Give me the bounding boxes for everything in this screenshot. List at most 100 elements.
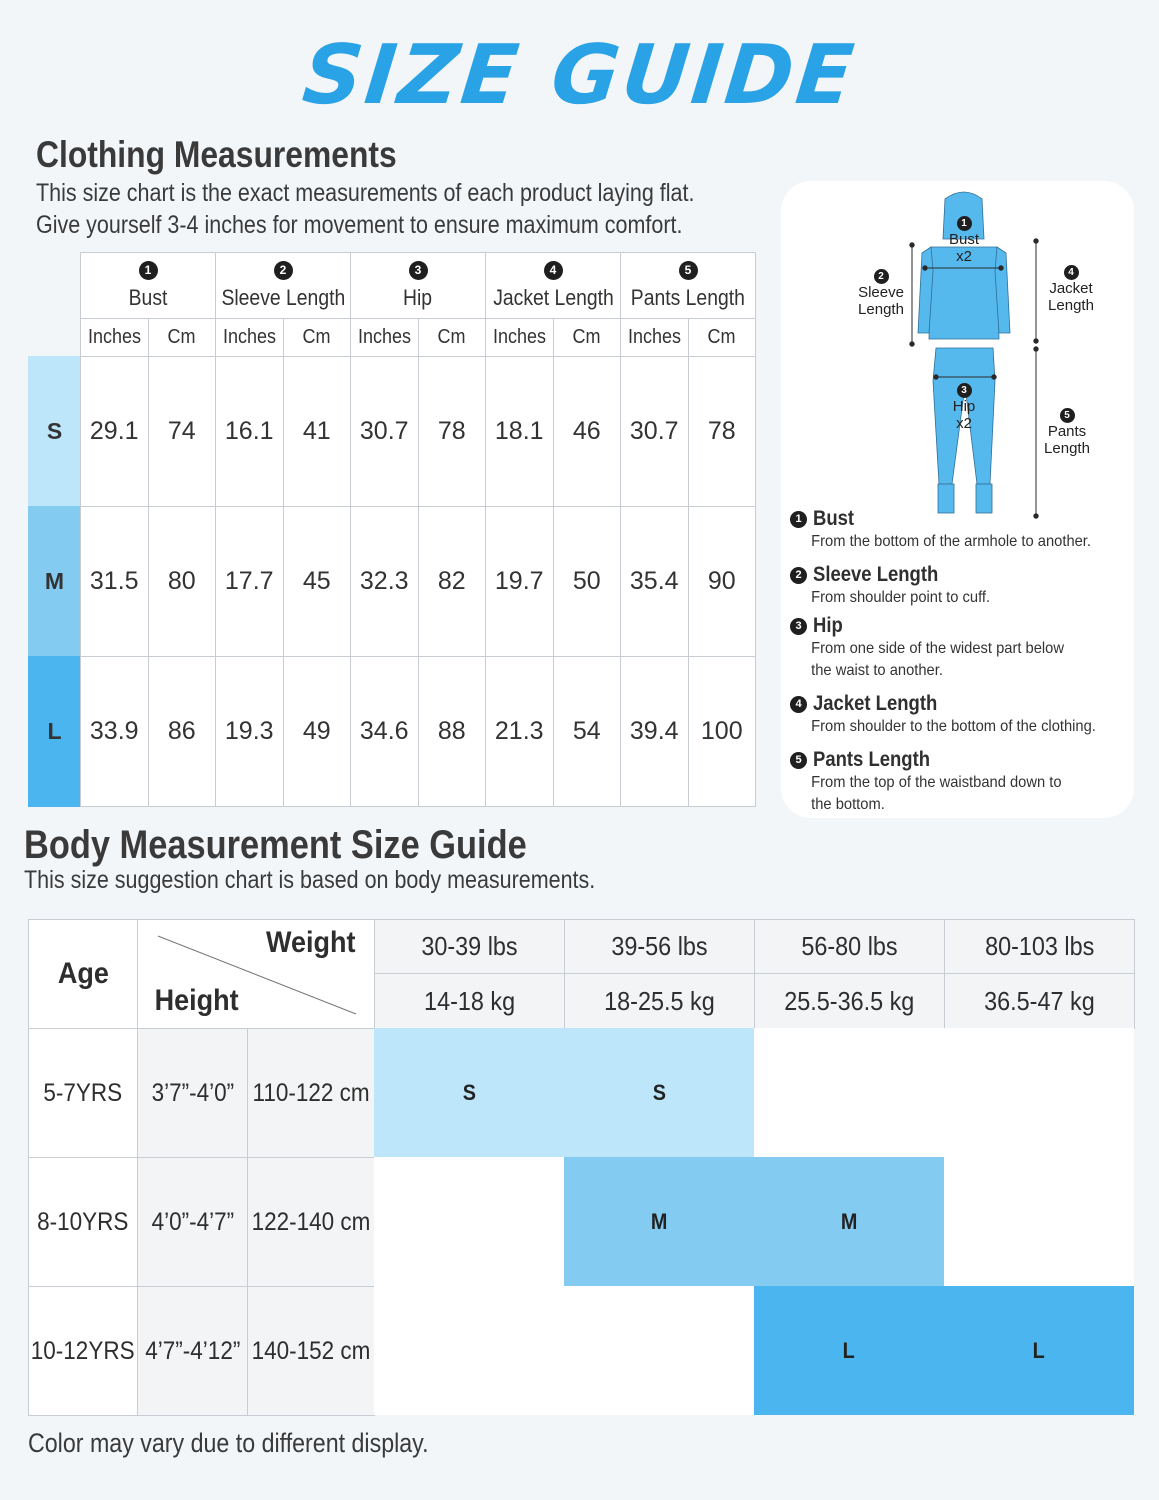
legend-title: Jacket Length [813, 692, 938, 715]
table-cell: 74 [147, 356, 216, 507]
unit-header: Cm [282, 318, 351, 357]
unit-header: Inches [485, 318, 554, 357]
unit-header: Cm [147, 318, 216, 357]
height-inches-cell: 4’0”-4’7” [137, 1157, 248, 1287]
size-cell: S [374, 1028, 564, 1157]
table-cell: 78 [417, 356, 486, 507]
weight-lbs-header: 56-80 lbs [754, 919, 945, 974]
unit-header: Inches [215, 318, 284, 357]
unit-label: Inches [492, 326, 546, 348]
pants-shape [932, 347, 996, 485]
bust-diagram-label: 1 Bust x2 [944, 213, 984, 265]
table-cell: 33.9 [80, 656, 149, 807]
legend-item-jacket-length: 4 Jacket Length From shoulder to the bott… [790, 692, 1135, 738]
number-1-icon: 1 [138, 260, 158, 280]
size-cell-text: M [840, 1208, 858, 1234]
hip-multiplier: x2 [956, 415, 972, 432]
measure-dot [1033, 238, 1039, 244]
number-2-icon: 2 [790, 566, 807, 584]
legend-description: From the top of the waistband down to th… [811, 774, 1062, 813]
weight-kg-header: 25.5-36.5 kg [754, 973, 945, 1029]
unit-header: Inches [350, 318, 419, 357]
number-3-icon: 3 [790, 617, 807, 635]
height-inches-cell: 3’7”-4’0” [137, 1028, 248, 1158]
age-cell-text: 8-10YRS [37, 1207, 129, 1236]
unit-header: Cm [417, 318, 486, 357]
size-cell: M [754, 1157, 944, 1286]
unit-label: Cm [167, 326, 196, 348]
height-cm-cell-text: 140-152 cm [251, 1336, 371, 1365]
weight-kg-header: 14-18 kg [374, 973, 565, 1029]
size-highlight-band [564, 1157, 944, 1286]
table-cell: 86 [147, 656, 216, 807]
size-cell-text: L [842, 1337, 856, 1363]
sleeve-label-line1: Sleeve [858, 284, 904, 301]
legend-description: From the bottom of the armhole to anothe… [811, 533, 1091, 550]
weight-lbs-header-text: 80-103 lbs [984, 931, 1095, 961]
legend-title: Bust [813, 507, 855, 530]
table-cell: 39.4 [620, 656, 689, 807]
measure-dot [933, 374, 939, 380]
diagonal-divider [157, 935, 357, 1015]
clothing-section-title: Clothing Measurements [36, 134, 397, 175]
size-highlight-band [754, 1286, 1134, 1415]
age-cell: 5-7YRS [28, 1028, 138, 1158]
bust-label-text: Bust [948, 231, 979, 248]
height-cm-cell-text: 122-140 cm [251, 1207, 371, 1236]
measure-dot [998, 265, 1004, 271]
age-cell-text: 10-12YRS [31, 1336, 135, 1365]
measure-dot [1033, 513, 1039, 519]
left-pant-cuff-shape [937, 483, 955, 514]
table-cell: 32.3 [350, 506, 419, 657]
weight-lbs-header-text: 30-39 lbs [421, 931, 518, 961]
table-cell: 46 [552, 356, 621, 507]
height-inches-cell-text: 4’7”-4’12” [144, 1336, 241, 1365]
table-cell: 78 [687, 356, 756, 507]
unit-label: Cm [572, 326, 601, 348]
weight-kg-header-text: 25.5-36.5 kg [784, 985, 915, 1016]
size-cell-text: M [650, 1208, 668, 1234]
unit-header: Cm [687, 318, 756, 357]
age-cell: 10-12YRS [28, 1286, 138, 1416]
table-cell: 17.7 [215, 506, 284, 657]
legend-title: Hip [813, 614, 843, 637]
weight-kg-header: 36.5-47 kg [944, 973, 1135, 1029]
column-header: 1 Bust [80, 252, 216, 319]
table-cell: 41 [282, 356, 351, 507]
table-cell: 30.7 [620, 356, 689, 507]
unit-label: Inches [357, 326, 411, 348]
size-label: M [28, 506, 81, 657]
height-cm-cell-text: 110-122 cm [252, 1078, 370, 1107]
number-4-icon: 4 [543, 260, 563, 280]
column-header-label: Bust [128, 284, 168, 310]
height-label: Height [154, 984, 239, 1017]
jacket-label-line2: Length [1048, 297, 1094, 314]
description-line: This size chart is the exact measurement… [36, 179, 695, 207]
hood-shape [942, 191, 985, 240]
legend-item-bust: 1 Bust From the bottom of the armhole to … [790, 507, 1135, 553]
legend-description: From shoulder point to cuff. [811, 589, 991, 606]
sleeve-number-icon: 2 [873, 269, 889, 284]
size-cell-text: L [1032, 1337, 1046, 1363]
number-3-icon: 3 [408, 260, 428, 280]
unit-label: Cm [437, 326, 466, 348]
table-cell: 54 [552, 656, 621, 807]
table-cell: 18.1 [485, 356, 554, 507]
height-inches-cell: 4’7”-4’12” [137, 1286, 248, 1416]
unit-header: Inches [80, 318, 149, 357]
jacket-number-icon: 4 [1063, 265, 1079, 280]
right-pant-cuff-shape [975, 483, 993, 514]
weight-lbs-header: 30-39 lbs [374, 919, 565, 974]
number-5-icon: 5 [790, 751, 807, 769]
size-cell: S [564, 1028, 754, 1157]
weight-kg-header-text: 36.5-47 kg [984, 985, 1095, 1016]
bust-multiplier: x2 [956, 248, 972, 265]
size-label: L [28, 656, 81, 807]
unit-label: Cm [302, 326, 331, 348]
pants-label-line2: Length [1044, 440, 1090, 457]
table-cell: 16.1 [215, 356, 284, 507]
column-header: 2 Sleeve Length [215, 252, 351, 319]
age-cell: 8-10YRS [28, 1157, 138, 1287]
table-cell: 100 [687, 656, 756, 807]
hip-label-text: Hip [952, 398, 976, 415]
